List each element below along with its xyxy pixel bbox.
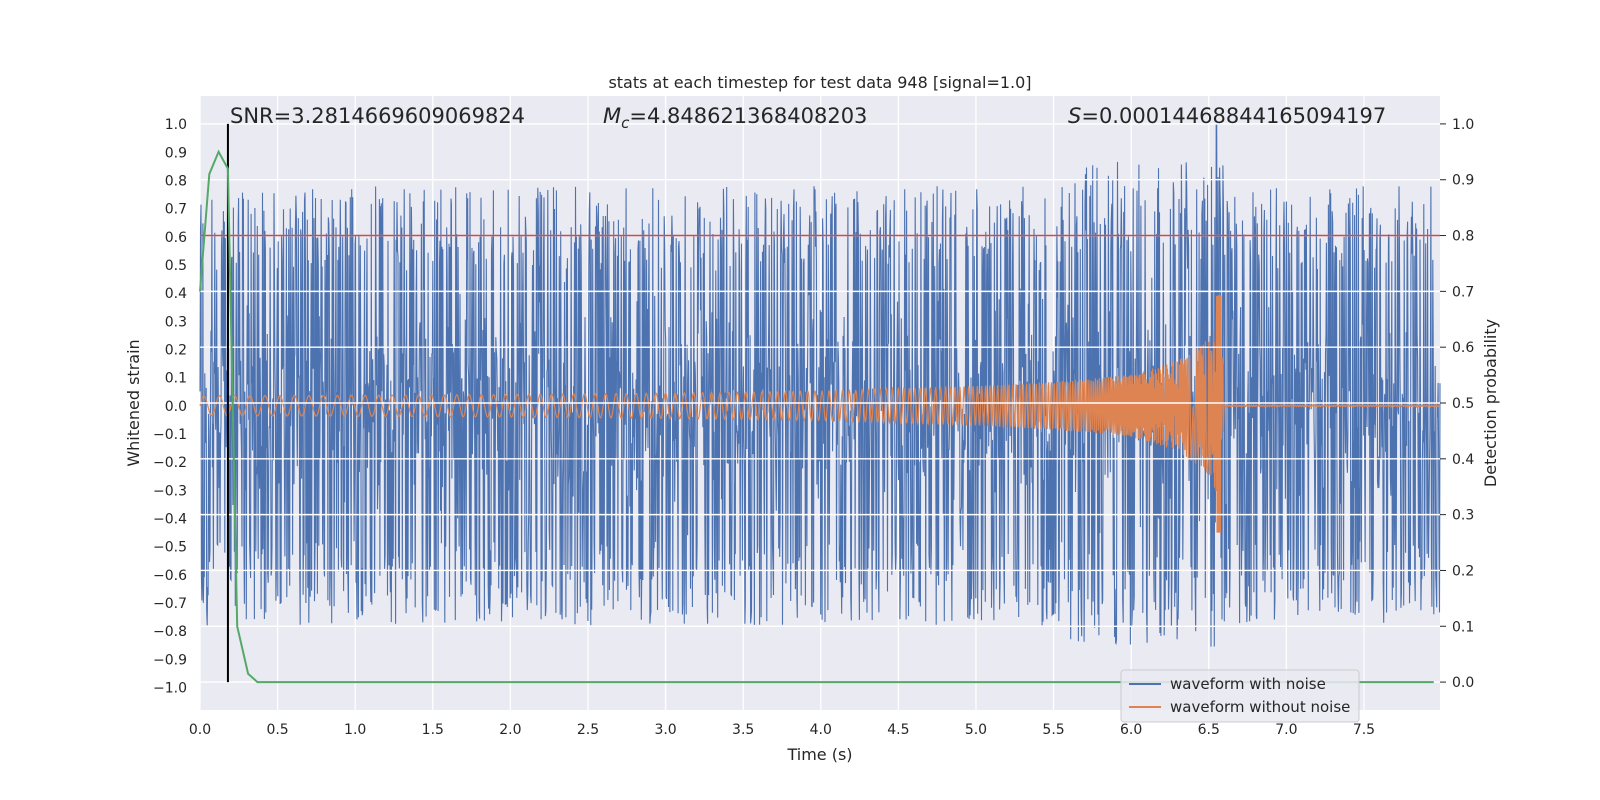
chirp-mass-symbol: M [603, 104, 621, 128]
y-tick-label: −0.8 [153, 624, 187, 640]
y-tick-label: −0.4 [153, 511, 187, 527]
x-tick-label: 2.0 [499, 722, 521, 738]
y-tick-label: 0.2 [165, 342, 187, 358]
y-tick-label: −0.1 [153, 427, 187, 443]
legend-box [1120, 669, 1360, 723]
y2-tick-label: 0.7 [1452, 284, 1474, 300]
detection-probability-line [199, 149, 1434, 684]
x-tick-label: 1.0 [344, 722, 366, 738]
x-tick-label: 3.0 [654, 722, 676, 738]
y-tick-label: −0.7 [153, 596, 187, 612]
y-tick-label: 0.9 [165, 145, 187, 161]
y-tick-label: 0.6 [165, 230, 187, 246]
y-tick-label: −0.3 [153, 483, 187, 499]
y-tick-label: 0.7 [165, 202, 187, 218]
chirp-mass-subscript: c [621, 114, 630, 132]
y2-tick-label: 0.0 [1452, 675, 1474, 691]
y-tick-label: 1.0 [165, 117, 187, 133]
y-tick-label: 0.4 [165, 286, 187, 302]
x-tick-label: 7.0 [1275, 722, 1297, 738]
y-tick-label: 0.0 [165, 399, 187, 415]
s-value: =0.00014468844165094197 [1081, 104, 1386, 128]
chirp-mass-annotation: Mc=4.848621368408203 [603, 104, 867, 132]
x-tick-label: 4.0 [810, 722, 832, 738]
y-tick-label: −0.6 [153, 568, 187, 584]
y2-tick-label: 0.4 [1452, 452, 1474, 468]
x-tick-label: 5.5 [1042, 722, 1064, 738]
x-tick-label: 7.5 [1353, 722, 1375, 738]
s-symbol: S [1068, 104, 1081, 128]
y2-tick-label: 0.3 [1452, 508, 1474, 524]
legend-label-noise: waveform with noise [1170, 675, 1326, 693]
y-tick-label: 0.1 [165, 371, 187, 387]
tick-labels: 0.0 0.5 1.0 1.5 2.0 2.5 3.0 3.5 4.0 4.5 5.0 5.5 6.0 6… [153, 117, 1474, 738]
x-tick-label: 0.5 [266, 722, 288, 738]
y-tick-label: −0.5 [153, 540, 187, 556]
x-tick-label: 0.0 [189, 722, 211, 738]
x-tick-label: 1.5 [422, 722, 444, 738]
y2-tick-label: 0.1 [1452, 619, 1474, 635]
x-tick-label: 2.5 [577, 722, 599, 738]
legend-label-clean: waveform without noise [1170, 698, 1350, 716]
series-waveform-without-noise [199, 295, 1441, 533]
y2-tick-label: 0.9 [1452, 173, 1474, 189]
snr-annotation: SNR=3.2814669609069824 [230, 104, 525, 128]
y2-axis-label: Detection probability [1481, 319, 1500, 487]
y-tick-label: 0.3 [165, 314, 187, 330]
overlays [199, 123, 1440, 684]
y-axis-label: Whitened strain [124, 339, 143, 466]
y2-tick-label: 0.2 [1452, 563, 1474, 579]
s-annotation: S=0.00014468844165094197 [1068, 104, 1386, 128]
y-tick-label: −0.2 [153, 455, 187, 471]
y2-tick-label: 0.5 [1452, 396, 1474, 412]
y-tick-label: 0.8 [165, 173, 187, 189]
clean-waveform-line [199, 295, 1441, 533]
y2-tick-label: 0.6 [1452, 340, 1474, 356]
y2-tick-label: 1.0 [1452, 117, 1474, 133]
x-tick-label: 3.5 [732, 722, 754, 738]
y-tick-label: 0.5 [165, 258, 187, 274]
y-tick-label: −1.0 [153, 680, 187, 696]
x-tick-label: 4.5 [887, 722, 909, 738]
chirp-mass-value: =4.848621368408203 [629, 104, 867, 128]
series-waveform-with-noise [199, 123, 1441, 647]
chart-title: stats at each timestep for test data 948… [608, 73, 1031, 92]
y2-tick-label: 0.8 [1452, 229, 1474, 245]
y-tick-label: −0.9 [153, 652, 187, 668]
x-tick-label: 6.0 [1120, 722, 1142, 738]
x-axis-label: Time (s) [786, 745, 852, 764]
x-tick-label: 5.0 [965, 722, 987, 738]
legend: waveform with noise waveform without noi… [1120, 669, 1360, 723]
noisy-waveform-line [199, 123, 1441, 647]
x-tick-label: 6.5 [1198, 722, 1220, 738]
